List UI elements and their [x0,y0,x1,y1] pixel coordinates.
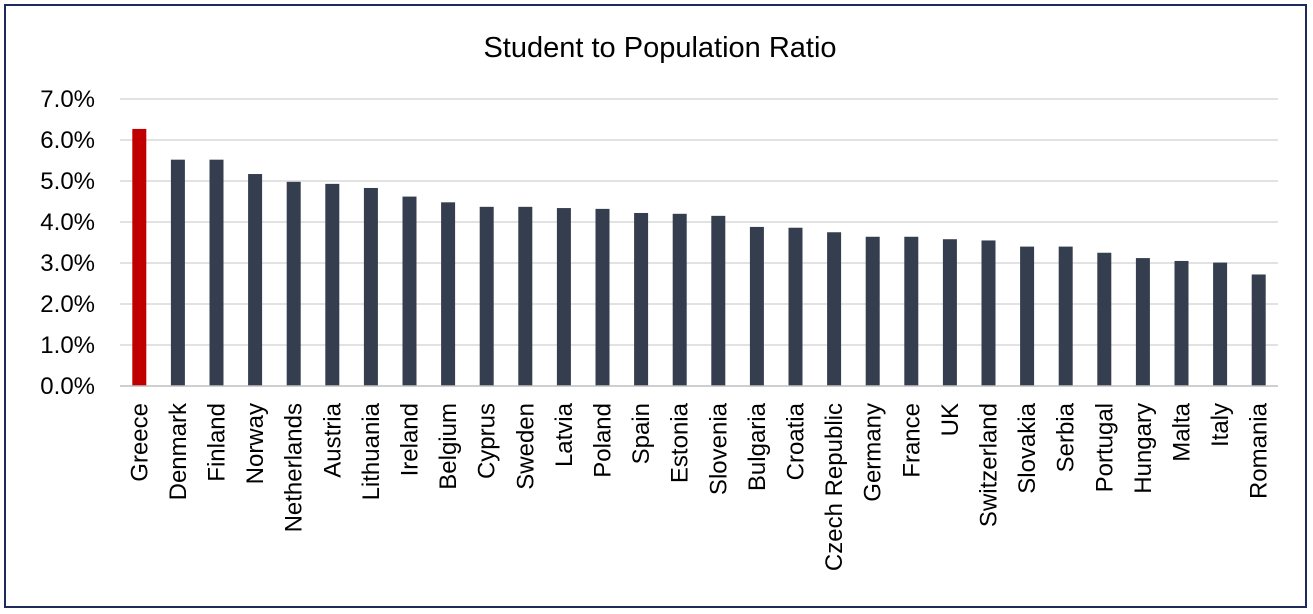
y-tick-label: 4.0% [40,209,95,236]
bar-poland [596,209,610,386]
x-tick-label: Slovakia [1014,402,1041,493]
x-tick-label: Norway [242,403,269,484]
y-tick-label: 1.0% [40,332,95,359]
bar-cyprus [480,207,494,386]
bar-croatia [789,228,803,386]
bar-greece [132,129,146,386]
bar-norway [248,174,262,386]
x-tick-label: Hungary [1130,403,1157,494]
x-tick-label: Austria [319,402,346,477]
x-tick-label: Croatia [783,402,810,480]
x-tick-label: Lithuania [358,402,385,500]
bar-switzerland [982,240,996,386]
x-tick-label: Ireland [397,403,424,476]
x-tick-label: Latvia [551,402,578,467]
x-tick-label: Italy [1207,403,1234,447]
bar-spain [634,213,648,386]
x-tick-label: Netherlands [281,403,308,532]
x-tick-label: Switzerland [976,403,1003,527]
x-tick-label: Spain [628,403,655,464]
bar-slovakia [1020,247,1034,386]
bar-belgium [441,202,455,386]
x-tick-label: Malta [1169,402,1196,461]
bar-bulgaria [750,227,764,386]
bar-sweden [518,207,532,386]
bar-finland [210,160,224,386]
x-tick-label: Greece [126,403,153,482]
x-tick-label: Estonia [667,402,694,483]
x-tick-label: Belgium [435,403,462,490]
x-tick-label: Sweden [512,403,539,490]
y-tick-label: 2.0% [40,291,95,318]
bar-serbia [1059,247,1073,386]
x-tick-label: Slovenia [705,402,732,495]
y-axis-ticks: 0.0% 1.0% 2.0% 3.0% 4.0% 5.0% 6.0% 7.0% [40,86,95,400]
y-tick-label: 3.0% [40,250,95,277]
bar-ireland [403,197,417,386]
bar-italy [1213,263,1227,386]
x-tick-label: Germany [860,403,887,502]
y-tick-label: 5.0% [40,168,95,195]
y-tick-label: 6.0% [40,127,95,154]
bar-france [904,237,918,386]
x-tick-label: Cyprus [474,403,501,479]
bar-germany [866,237,880,386]
bar-denmark [171,160,185,386]
bars [132,129,1265,386]
x-tick-label: Serbia [1053,402,1080,472]
bar-estonia [673,214,687,386]
bar-uk [943,239,957,386]
x-axis-labels: Greece Denmark Finland Norway Netherlands Aus… [126,402,1272,571]
chart-title: Student to Population Ratio [483,32,836,64]
x-tick-label: Czech Republic [821,403,848,571]
bar-hungary [1136,258,1150,386]
x-tick-label: Romania [1246,402,1273,499]
x-tick-label: Portugal [1091,403,1118,492]
x-tick-label: Bulgaria [744,402,771,491]
x-tick-label: Poland [590,403,617,478]
y-tick-label: 7.0% [40,86,95,113]
bar-slovenia [711,216,725,386]
bar-malta [1175,261,1189,386]
x-tick-label: France [898,403,925,478]
bar-austria [325,184,339,386]
x-tick-label: UK [937,403,964,436]
x-tick-label: Finland [204,403,231,482]
bar-portugal [1097,253,1111,386]
bar-czech-republic [827,232,841,386]
bar-latvia [557,208,571,386]
x-tick-label: Denmark [165,402,192,500]
bar-netherlands [287,182,301,386]
y-tick-label: 0.0% [40,373,95,400]
bar-romania [1252,274,1266,386]
bar-lithuania [364,188,378,386]
